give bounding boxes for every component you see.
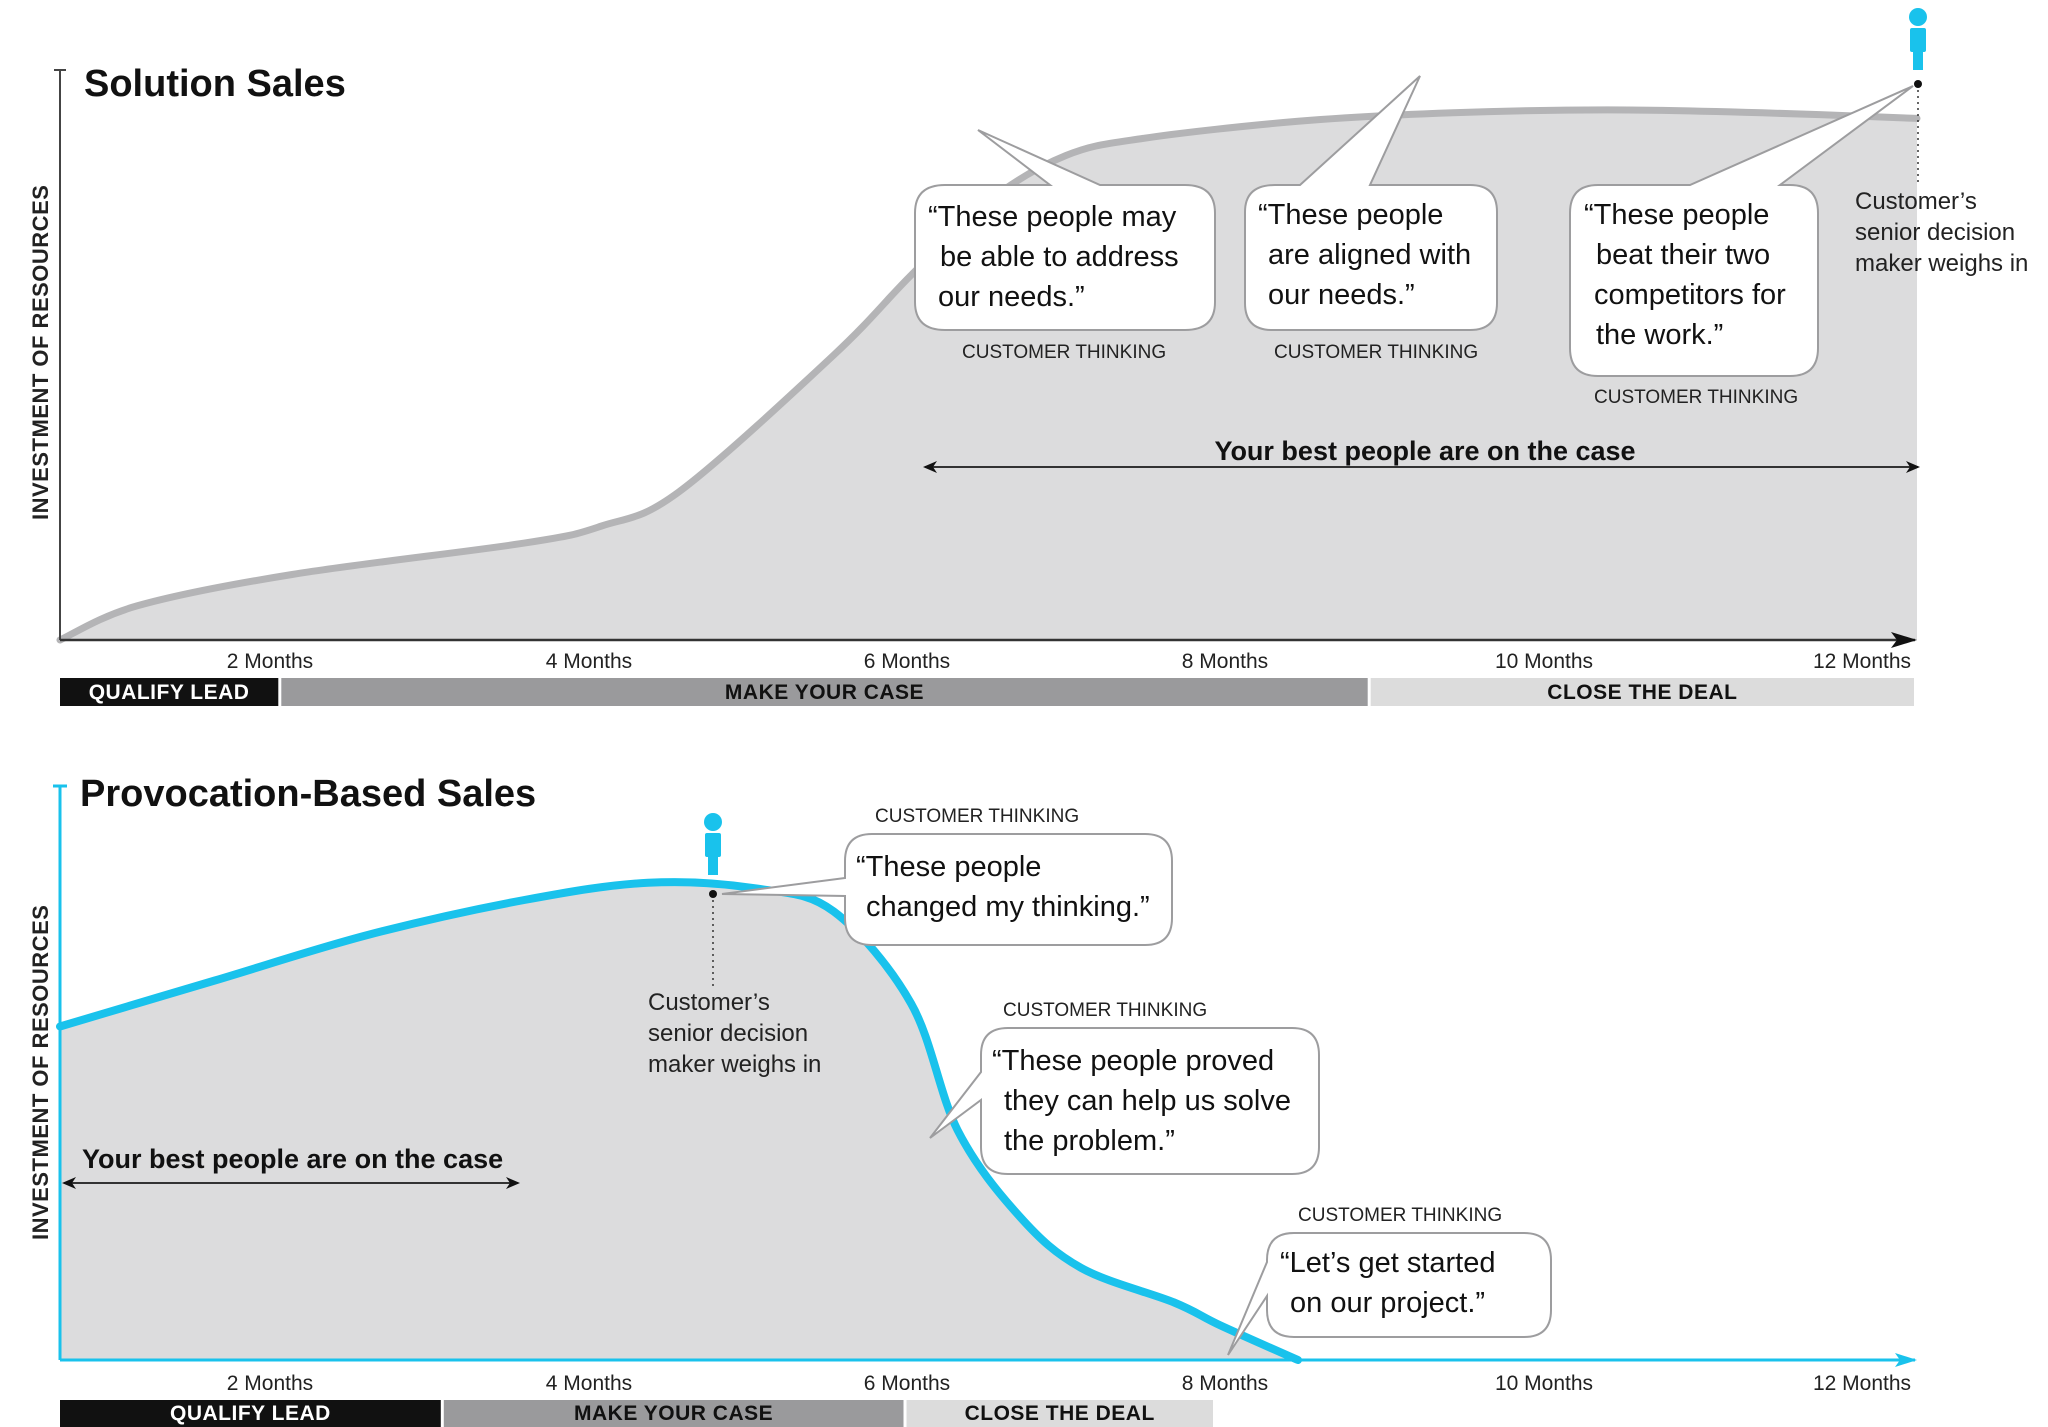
solution-x-ticks: 2 Months 4 Months 6 Months 8 Months 10 M… bbox=[227, 650, 1911, 673]
provocation-tick-6: 6 Months bbox=[864, 1372, 950, 1395]
provocation-tick-2: 2 Months bbox=[227, 1372, 313, 1395]
phase-label: CLOSE THE DEAL bbox=[965, 1402, 1155, 1425]
callout-bubble bbox=[1227, 1232, 1552, 1356]
person-icon bbox=[704, 813, 722, 875]
callout-line: are aligned with bbox=[1268, 239, 1471, 271]
provocation-callout-1: CUSTOMER THINKING “These people changed … bbox=[721, 806, 1173, 946]
solution-tick-2: 2 Months bbox=[227, 650, 313, 673]
callout-line: “These people may bbox=[928, 201, 1177, 233]
phase-segment bbox=[443, 1400, 904, 1427]
callout-line: the problem.” bbox=[1004, 1125, 1175, 1157]
decision-note-line: senior decision bbox=[1855, 219, 2015, 246]
solution-sales-panel: Solution Sales INVESTMENT OF RESOURCES 2… bbox=[28, 8, 2028, 706]
provocation-curve-line bbox=[56, 878, 1302, 1364]
callout-line: “These people proved bbox=[992, 1045, 1274, 1077]
callout-line: “Let’s get started bbox=[1280, 1247, 1495, 1279]
callout-caption: CUSTOMER THINKING bbox=[1298, 1205, 1502, 1226]
provocation-callout-3: CUSTOMER THINKING “Let’s get started on … bbox=[1227, 1205, 1552, 1356]
person-icon bbox=[1909, 8, 1927, 70]
provocation-decision-maker: Customer’s senior decision maker weighs … bbox=[648, 813, 821, 1078]
decision-note-line: Customer’s bbox=[648, 989, 770, 1016]
decision-note-line: maker weighs in bbox=[1855, 250, 2028, 277]
provocation-y-axis-label: INVESTMENT OF RESOURCES bbox=[28, 905, 53, 1240]
solution-tick-8: 8 Months bbox=[1182, 650, 1268, 673]
solution-tick-10: 10 Months bbox=[1495, 650, 1593, 673]
solution-callout-1: “These people may be able to address our… bbox=[914, 129, 1216, 363]
callout-bubble bbox=[929, 1027, 1320, 1175]
decision-note-line: senior decision bbox=[648, 1020, 808, 1047]
provocation-tick-8: 8 Months bbox=[1182, 1372, 1268, 1395]
callout-line: “These people bbox=[1584, 199, 1769, 231]
callout-line: “These people bbox=[856, 851, 1041, 883]
callout-caption: CUSTOMER THINKING bbox=[1274, 342, 1478, 363]
provocation-area-fill bbox=[60, 882, 1298, 1360]
provocation-best-people-label: Your best people are on the case bbox=[82, 1144, 503, 1174]
phase-segment bbox=[1370, 678, 1914, 706]
phase-segment bbox=[281, 678, 1368, 706]
provocation-tick-12: 12 Months bbox=[1813, 1372, 1911, 1395]
callout-line: they can help us solve bbox=[1004, 1085, 1291, 1117]
phase-segment bbox=[906, 1400, 1213, 1427]
solution-phase-bar: QUALIFY LEAD MAKE YOUR CASE CLOSE THE DEAL bbox=[60, 678, 1914, 706]
callout-bubble bbox=[721, 833, 1173, 946]
solution-tick-4: 4 Months bbox=[546, 650, 632, 673]
decision-point bbox=[709, 890, 717, 898]
solution-callout-2: “These people are aligned with our needs… bbox=[1244, 75, 1498, 363]
provocation-phase-bar: QUALIFY LEAD MAKE YOUR CASE CLOSE THE DEAL bbox=[60, 1400, 1213, 1427]
callout-bubble bbox=[1569, 85, 1914, 377]
callout-caption: CUSTOMER THINKING bbox=[962, 342, 1166, 363]
provocation-sales-panel: Provocation-Based Sales INVESTMENT OF RE… bbox=[28, 773, 1917, 1427]
provocation-x-ticks: 2 Months 4 Months 6 Months 8 Months 10 M… bbox=[227, 1372, 1911, 1395]
decision-note-line: maker weighs in bbox=[648, 1051, 821, 1078]
callout-caption: CUSTOMER THINKING bbox=[875, 806, 1079, 827]
solution-callout-3: “These people beat their two competitors… bbox=[1569, 85, 1914, 408]
callout-line: competitors for bbox=[1594, 279, 1786, 311]
callout-line: on our project.” bbox=[1290, 1287, 1485, 1319]
callout-line: changed my thinking.” bbox=[866, 891, 1150, 923]
callout-line: our needs.” bbox=[1268, 279, 1415, 311]
phase-label: QUALIFY LEAD bbox=[89, 681, 250, 704]
provocation-title: Provocation-Based Sales bbox=[80, 773, 536, 815]
solution-y-axis-label: INVESTMENT OF RESOURCES bbox=[28, 185, 53, 520]
callout-bubble bbox=[914, 129, 1216, 331]
callout-caption: CUSTOMER THINKING bbox=[1594, 387, 1798, 408]
callout-line: our needs.” bbox=[938, 281, 1085, 313]
provocation-tick-4: 4 Months bbox=[546, 1372, 632, 1395]
phase-label: CLOSE THE DEAL bbox=[1547, 681, 1737, 704]
callout-line: beat their two bbox=[1596, 239, 1770, 271]
phase-label: MAKE YOUR CASE bbox=[725, 681, 924, 704]
solution-tick-6: 6 Months bbox=[864, 650, 950, 673]
solution-best-people-label: Your best people are on the case bbox=[1214, 436, 1635, 466]
solution-tick-12: 12 Months bbox=[1813, 650, 1911, 673]
phase-label: MAKE YOUR CASE bbox=[574, 1402, 773, 1425]
provocation-callout-2: CUSTOMER THINKING “These people proved t… bbox=[929, 1000, 1320, 1175]
provocation-tick-10: 10 Months bbox=[1495, 1372, 1593, 1395]
phase-segment bbox=[60, 678, 279, 706]
solution-title: Solution Sales bbox=[84, 63, 346, 105]
decision-note-line: Customer’s bbox=[1855, 188, 1977, 215]
phase-segment bbox=[60, 1400, 441, 1427]
solution-decision-maker: Customer’s senior decision maker weighs … bbox=[1855, 8, 2028, 277]
callout-line: be able to address bbox=[940, 241, 1179, 273]
decision-point bbox=[1914, 80, 1922, 88]
callout-line: the work.” bbox=[1596, 319, 1723, 351]
callout-bubble bbox=[1244, 75, 1498, 331]
callout-caption: CUSTOMER THINKING bbox=[1003, 1000, 1207, 1021]
callout-line: “These people bbox=[1258, 199, 1443, 231]
phase-label: QUALIFY LEAD bbox=[170, 1402, 331, 1425]
